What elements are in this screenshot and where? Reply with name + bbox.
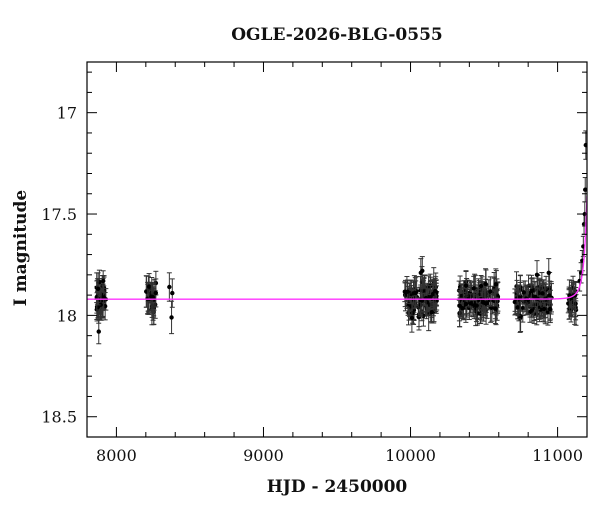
data-marker bbox=[493, 306, 498, 311]
x-tick-label: 9000 bbox=[243, 446, 284, 465]
data-marker bbox=[409, 315, 415, 321]
data-marker bbox=[460, 306, 465, 311]
data-marker bbox=[480, 300, 486, 305]
data-point bbox=[547, 297, 553, 322]
y-tick-label: 18.5 bbox=[41, 408, 77, 427]
y-tick-label: 17.5 bbox=[41, 205, 77, 224]
data-point bbox=[474, 291, 480, 320]
data-marker bbox=[100, 278, 106, 284]
data-point bbox=[166, 272, 172, 302]
data-marker bbox=[478, 283, 484, 289]
data-point bbox=[487, 276, 493, 307]
y-axis-label: I magnitude bbox=[11, 190, 31, 307]
data-point bbox=[409, 303, 415, 333]
data-marker bbox=[420, 268, 425, 273]
data-marker bbox=[515, 305, 520, 310]
data-point bbox=[169, 278, 175, 308]
data-marker bbox=[488, 289, 493, 294]
model-curve bbox=[87, 195, 587, 300]
data-point bbox=[521, 280, 527, 305]
data-point bbox=[153, 278, 159, 308]
data-marker bbox=[463, 283, 469, 288]
data-point bbox=[529, 274, 535, 308]
data-point bbox=[468, 293, 474, 314]
data-marker bbox=[540, 291, 545, 296]
data-marker bbox=[520, 305, 525, 311]
data-marker bbox=[572, 293, 578, 298]
data-marker bbox=[547, 306, 553, 312]
data-marker bbox=[534, 272, 540, 278]
data-marker bbox=[529, 288, 534, 294]
data-point bbox=[427, 284, 433, 310]
data-marker bbox=[432, 288, 438, 294]
data-marker bbox=[538, 307, 543, 312]
data-marker bbox=[149, 294, 154, 299]
data-marker bbox=[428, 294, 433, 300]
data-point bbox=[583, 130, 587, 160]
data-marker bbox=[583, 142, 587, 148]
x-tick-label: 10000 bbox=[385, 446, 436, 465]
data-point bbox=[419, 256, 425, 286]
data-marker bbox=[518, 314, 523, 319]
data-point bbox=[456, 290, 462, 322]
data-point bbox=[463, 288, 469, 320]
axes-layer: 8000 9000 10000 11000 17 17.5 18 18.5 bbox=[41, 61, 588, 465]
data-point bbox=[459, 297, 465, 319]
data-point bbox=[478, 275, 484, 298]
plot-frame bbox=[86, 61, 588, 438]
model-layer bbox=[87, 195, 587, 300]
data-marker bbox=[471, 286, 476, 291]
data-marker bbox=[483, 281, 488, 287]
data-point bbox=[100, 270, 106, 292]
x-tick-label: 8000 bbox=[96, 446, 137, 465]
data-marker bbox=[413, 290, 418, 296]
data-point bbox=[471, 275, 477, 301]
data-marker bbox=[484, 300, 490, 306]
data-marker bbox=[463, 301, 469, 307]
data-point bbox=[98, 288, 104, 321]
data-marker bbox=[429, 310, 435, 315]
data-marker bbox=[457, 303, 462, 308]
x-axis-label: HJD - 2450000 bbox=[267, 477, 408, 497]
data-marker bbox=[170, 290, 175, 296]
data-marker bbox=[493, 282, 499, 287]
data-marker bbox=[583, 187, 587, 192]
data-marker bbox=[541, 306, 547, 312]
data-marker bbox=[405, 289, 410, 294]
y-tick-label: 18 bbox=[57, 306, 77, 325]
data-marker bbox=[521, 290, 527, 295]
data-marker bbox=[167, 284, 172, 290]
chart-title: OGLE-2026-BLG-0555 bbox=[231, 25, 443, 45]
data-point bbox=[484, 287, 490, 319]
data-point bbox=[148, 281, 154, 312]
data-point bbox=[546, 258, 552, 288]
data-marker bbox=[95, 286, 101, 292]
data-marker bbox=[459, 293, 464, 299]
data-marker bbox=[474, 303, 479, 308]
data-point bbox=[517, 284, 523, 312]
x-tick-label: 11000 bbox=[532, 446, 583, 465]
data-point bbox=[169, 300, 175, 335]
data-point bbox=[413, 280, 419, 306]
data-point bbox=[96, 318, 102, 345]
data-marker bbox=[546, 270, 551, 276]
data-point bbox=[540, 283, 546, 304]
data-marker bbox=[468, 301, 473, 306]
data-marker bbox=[96, 329, 101, 334]
y-tick-label: 17 bbox=[57, 104, 77, 123]
data-point bbox=[534, 260, 540, 290]
data-marker bbox=[153, 290, 159, 296]
data-marker bbox=[489, 305, 494, 310]
data-marker bbox=[169, 315, 174, 320]
data-marker bbox=[146, 284, 152, 289]
data-layer bbox=[94, 130, 587, 345]
data-point bbox=[572, 280, 578, 310]
